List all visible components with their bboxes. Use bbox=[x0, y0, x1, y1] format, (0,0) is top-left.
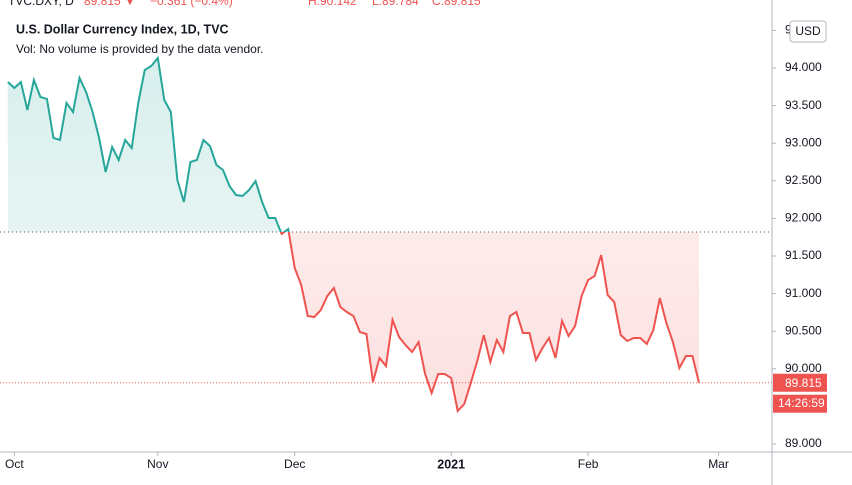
close: C:89.815 bbox=[432, 0, 481, 8]
y-tick-label: 92.500 bbox=[785, 173, 822, 187]
last-price-label: 89.815 bbox=[785, 376, 822, 390]
y-tick-label: 91.500 bbox=[785, 248, 822, 262]
last-price-box bbox=[773, 373, 827, 392]
countdown-box bbox=[773, 394, 827, 413]
x-tick-label: Nov bbox=[147, 457, 168, 471]
change: −0.361 (−0.4%) bbox=[150, 0, 233, 8]
header: TVC:DXY, D 89.815 ▼ −0.361 (−0.4%) H:90.… bbox=[8, 0, 481, 8]
last: 89.815 ▼ bbox=[84, 0, 136, 8]
chart-subtitle: Vol: No volume is provided by the data v… bbox=[16, 42, 263, 56]
x-tick-label: Dec bbox=[284, 457, 305, 471]
y-tick-label: 93.000 bbox=[785, 135, 822, 149]
x-tick-label: Mar bbox=[708, 457, 729, 471]
y-tick-label: 92.000 bbox=[785, 211, 822, 225]
low: L:89.784 bbox=[372, 0, 419, 8]
y-tick-label: 91.000 bbox=[785, 286, 822, 300]
area-below bbox=[7, 232, 699, 412]
line-above bbox=[7, 55, 290, 233]
y-tick-label: 94.000 bbox=[785, 60, 822, 74]
y-tick-label: 93.500 bbox=[785, 98, 822, 112]
area-above bbox=[7, 57, 289, 233]
y-tick-label: 89.000 bbox=[785, 436, 822, 450]
currency: USD bbox=[795, 24, 821, 38]
countdown: 14:26:59 bbox=[778, 396, 825, 410]
y-tick-label: 90.500 bbox=[785, 323, 822, 337]
y-tick-label: 90.000 bbox=[785, 361, 822, 375]
x-tick-label: Oct bbox=[5, 457, 24, 471]
high: H:90.142 bbox=[308, 0, 357, 8]
chart-title: U.S. Dollar Currency Index, 1D, TVC bbox=[16, 22, 229, 36]
symbol: TVC:DXY, D bbox=[8, 0, 74, 8]
x-tick-label: 2021 bbox=[437, 457, 465, 471]
currency-box bbox=[789, 20, 827, 43]
x-tick-label: Feb bbox=[578, 457, 599, 471]
line-below bbox=[279, 232, 700, 414]
